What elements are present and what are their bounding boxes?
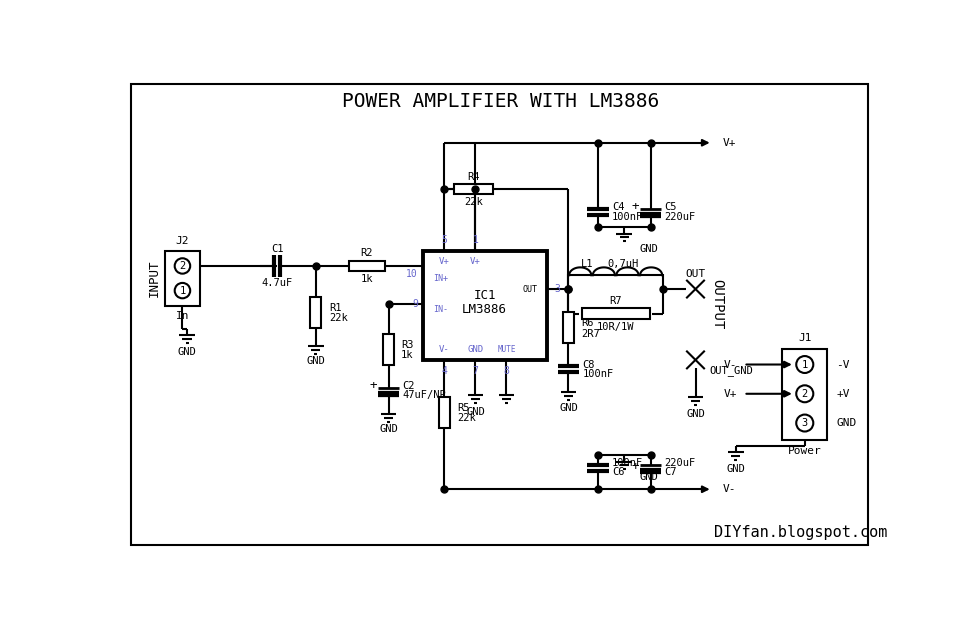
Text: GND: GND <box>639 244 659 254</box>
Text: V+: V+ <box>470 257 481 266</box>
Text: INPUT: INPUT <box>147 259 160 297</box>
Text: C2: C2 <box>402 381 415 391</box>
Text: POWER AMPLIFIER WITH LM3886: POWER AMPLIFIER WITH LM3886 <box>342 92 659 111</box>
Text: 100nF: 100nF <box>583 369 614 379</box>
Text: GND: GND <box>836 418 857 428</box>
Text: 22k: 22k <box>330 313 348 323</box>
Text: +: + <box>369 379 377 392</box>
Text: L1: L1 <box>581 259 593 269</box>
Text: 22k: 22k <box>465 197 483 207</box>
Text: 1k: 1k <box>361 274 373 284</box>
Text: +V: +V <box>836 389 850 399</box>
Circle shape <box>175 258 190 274</box>
Text: R3: R3 <box>401 339 414 349</box>
Text: R7: R7 <box>609 296 622 306</box>
Text: R1: R1 <box>330 302 343 312</box>
Text: OUT_GND: OUT_GND <box>710 365 753 376</box>
Text: R2: R2 <box>361 248 373 258</box>
Text: 10R/1W: 10R/1W <box>597 322 634 332</box>
Text: 2: 2 <box>801 389 808 399</box>
Text: 0,7uH: 0,7uH <box>607 259 638 269</box>
Bar <box>165 251 200 306</box>
Text: 1k: 1k <box>401 350 414 360</box>
Text: 4.7uF: 4.7uF <box>262 278 293 288</box>
Bar <box>384 334 394 364</box>
Text: DIYfan.blogspot.com: DIYfan.blogspot.com <box>714 525 887 540</box>
Text: 1: 1 <box>801 359 808 369</box>
Text: 100nF: 100nF <box>612 212 643 222</box>
Text: GND: GND <box>726 464 745 474</box>
Text: 8: 8 <box>504 366 509 376</box>
Text: 47uF/NP: 47uF/NP <box>402 391 446 401</box>
Text: 220uF: 220uF <box>665 212 696 222</box>
Text: C1: C1 <box>270 244 283 254</box>
Bar <box>310 297 321 328</box>
Text: R6: R6 <box>581 318 593 328</box>
Text: V-: V- <box>722 484 736 494</box>
Text: C4: C4 <box>612 202 625 212</box>
Text: OUT: OUT <box>685 269 706 279</box>
Text: 10: 10 <box>406 269 418 279</box>
Text: V+: V+ <box>724 389 737 399</box>
Bar <box>582 308 650 319</box>
Bar <box>423 251 547 360</box>
Text: C8: C8 <box>583 359 594 369</box>
Text: 220uF: 220uF <box>665 458 696 468</box>
Text: V+: V+ <box>439 257 450 266</box>
Text: 9: 9 <box>412 299 418 309</box>
Text: V-: V- <box>439 344 450 354</box>
Text: GND: GND <box>306 356 325 366</box>
Text: 2R7: 2R7 <box>581 329 599 339</box>
Text: 2: 2 <box>180 261 185 271</box>
Text: MUTE: MUTE <box>497 344 515 354</box>
Text: OUT: OUT <box>522 284 537 294</box>
Text: IN+: IN+ <box>433 274 449 282</box>
Text: C6: C6 <box>612 468 625 478</box>
Text: V-: V- <box>724 359 737 369</box>
Text: GND: GND <box>178 348 196 358</box>
Text: +: + <box>631 200 639 213</box>
Text: GND: GND <box>468 344 483 354</box>
Text: R4: R4 <box>468 172 480 182</box>
Text: 100nF: 100nF <box>612 458 643 468</box>
Bar <box>563 312 574 343</box>
Text: OUTPUT: OUTPUT <box>711 279 724 329</box>
Text: GND: GND <box>686 409 705 419</box>
Text: GND: GND <box>639 472 659 482</box>
Circle shape <box>796 414 813 431</box>
Bar <box>783 349 828 440</box>
Text: 7: 7 <box>472 366 478 376</box>
Text: IN-: IN- <box>433 304 449 314</box>
Text: In: In <box>176 311 189 321</box>
Text: 4: 4 <box>441 366 447 376</box>
Circle shape <box>796 356 813 373</box>
Bar <box>439 397 450 428</box>
Text: 3: 3 <box>801 418 808 428</box>
Circle shape <box>796 385 813 402</box>
Text: GND: GND <box>559 402 578 412</box>
Text: J2: J2 <box>176 236 189 246</box>
Text: -V: -V <box>836 359 850 369</box>
Bar <box>349 261 385 271</box>
Text: IC1: IC1 <box>473 289 496 302</box>
Text: 1: 1 <box>180 286 185 296</box>
Text: V+: V+ <box>722 138 736 148</box>
Text: GND: GND <box>380 424 398 434</box>
Bar <box>455 184 493 194</box>
Text: 5: 5 <box>441 235 447 245</box>
Text: C7: C7 <box>665 468 677 478</box>
Circle shape <box>175 283 190 298</box>
Text: 22k: 22k <box>457 413 475 423</box>
Text: GND: GND <box>466 408 485 418</box>
Text: LM3886: LM3886 <box>463 303 508 316</box>
Text: C5: C5 <box>665 202 677 212</box>
Text: J1: J1 <box>798 333 811 343</box>
Text: Power: Power <box>788 446 822 456</box>
Text: 3: 3 <box>554 284 560 294</box>
Text: R5: R5 <box>457 402 469 412</box>
Text: +: + <box>631 459 639 472</box>
Text: 1: 1 <box>472 235 478 245</box>
